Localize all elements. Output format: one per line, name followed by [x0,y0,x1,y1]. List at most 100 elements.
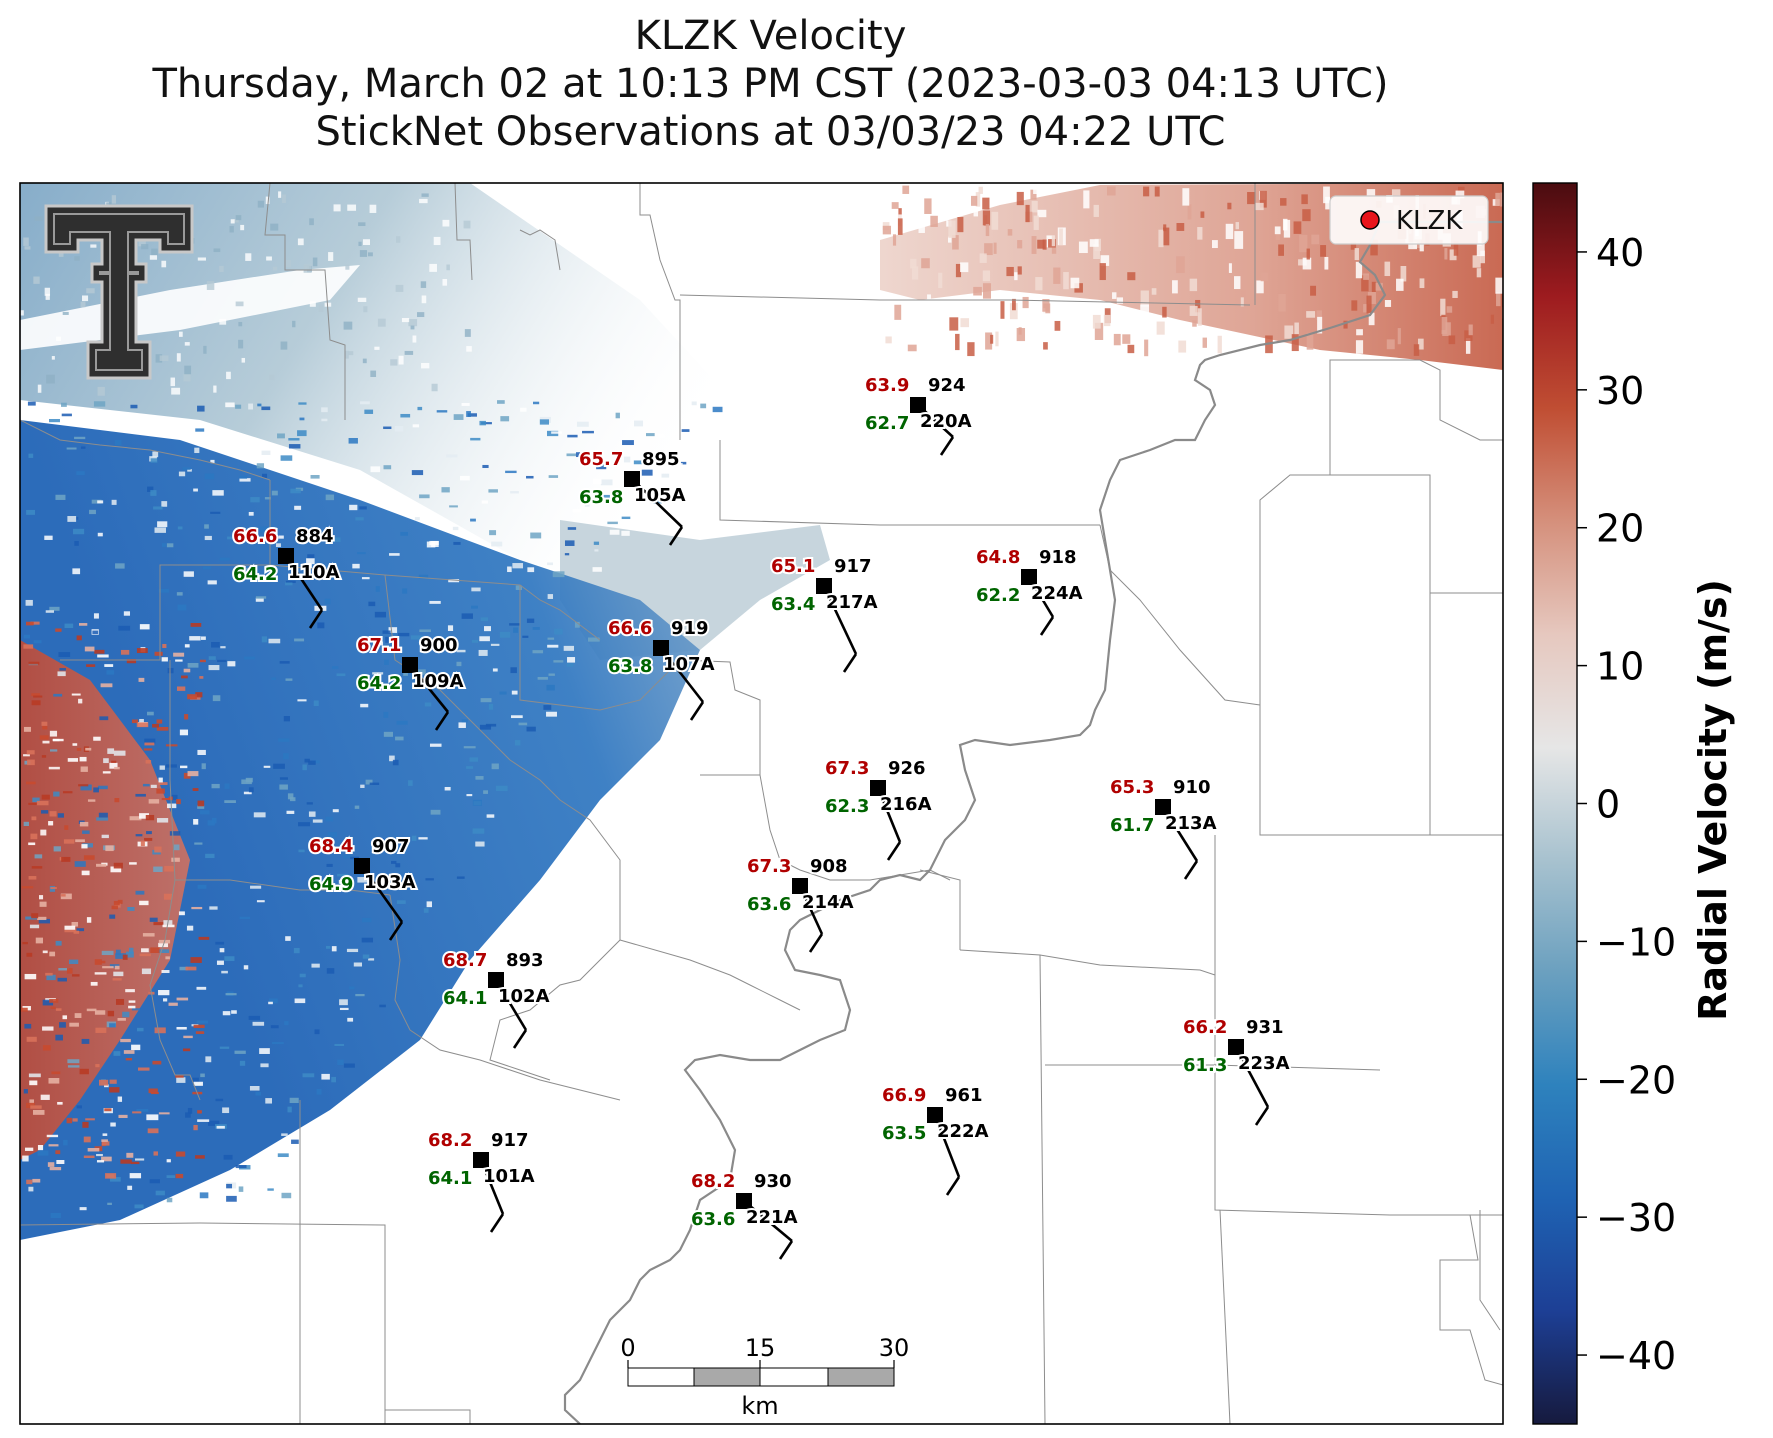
station-101A[interactable]: 68.2 917 64.1 101A [426,1128,537,1233]
station-pressure: 884 [296,526,334,547]
station-pressure: 908 [810,856,848,877]
station-marker [910,397,926,413]
station-id: 105A [634,485,686,506]
station-dewpoint: 62.3 [825,796,869,817]
colorbar-tick-label: 10 [1596,645,1644,689]
station-109A[interactable]: 67.1 900 64.2 109A [355,633,466,731]
wind-barb [631,478,683,528]
station-107A[interactable]: 66.6 919 63.8 107A [606,616,717,721]
wind-barb-flag [512,1029,528,1049]
title-datetime: Thursday, March 02 at 10:13 PM CST (2023… [152,61,1389,107]
station-224A[interactable]: 64.8 918 62.2 224A [974,545,1085,636]
river-boundary [563,220,1503,1424]
map-frame [19,182,1504,1425]
station-id: 102A [498,986,550,1007]
wind-barb-flag [808,933,824,953]
station-temperature: 67.3 [747,856,791,877]
wind-barb [659,647,705,703]
station-dewpoint: 64.9 [309,874,353,895]
scale-unit: km [741,1392,778,1420]
station-105A[interactable]: 65.7 895 63.8 105A [577,447,688,546]
station-103A[interactable]: 68.4 907 64.9 103A [307,834,418,941]
station-marker [1228,1039,1244,1055]
station-dewpoint: 64.2 [233,564,277,585]
title-observations: StickNet Observations at 03/03/23 04:22 … [315,109,1226,155]
wind-barb [479,1159,505,1215]
echo-inbound-region [20,420,700,1240]
station-marker [1155,799,1171,815]
station-temperature: 68.2 [428,1130,472,1151]
colorbar-tick-label: −30 [1596,1196,1676,1240]
station-pressure: 910 [1173,777,1211,798]
wind-barb-flag [434,711,450,731]
station-id: 220A [920,411,972,432]
station-temperature: 65.7 [579,449,623,470]
station-temperature: 64.8 [976,547,1020,568]
station-id: 224A [1031,583,1083,604]
station-102A[interactable]: 68.7 893 64.1 102A [441,948,552,1049]
station-temperature: 66.6 [608,618,652,639]
station-110A[interactable]: 66.6 884 64.2 110A [231,524,342,629]
colorbar-tick-label: −20 [1596,1058,1676,1102]
station-dewpoint: 63.8 [579,487,623,508]
wind-barb-flag [778,1240,794,1260]
station-marker [736,1193,752,1209]
station-pressure: 900 [420,635,458,656]
station-temperature: 66.9 [882,1085,926,1106]
county-boundaries [20,183,1503,1424]
station-temperature: 63.9 [865,375,909,396]
legend-label: KLZK [1396,206,1463,236]
station-223A[interactable]: 66.2 931 61.3 223A [1181,1015,1292,1126]
station-dewpoint: 63.6 [691,1209,735,1230]
wind-barb-flag [945,1176,961,1196]
wind-barb [822,585,858,655]
station-id: 222A [937,1121,989,1142]
station-220A[interactable]: 63.9 924 62.7 220A [863,373,974,456]
station-marker [792,878,808,894]
wind-barb [284,555,324,611]
station-marker [488,972,504,988]
station-dewpoint: 64.1 [428,1168,472,1189]
colorbar-tick-label: 40 [1596,231,1644,275]
station-dewpoint: 63.5 [882,1123,926,1144]
colorbar-tick-label: 30 [1596,369,1644,413]
station-214A[interactable]: 67.3 908 63.6 214A [745,854,856,953]
wind-barb-flag [489,1213,505,1233]
colorbar-tick-label: −10 [1596,920,1676,964]
station-dewpoint: 63.4 [771,594,815,615]
wind-barb-flag [939,436,955,456]
radar-velocity-layer [20,183,1503,1240]
station-marker [402,657,418,673]
station-id: 109A [412,671,464,692]
wind-barb [1161,806,1199,862]
scale-tick-0: 0 [620,1334,635,1362]
echo-outbound-left [20,640,190,1160]
station-dewpoint: 61.7 [1110,815,1154,836]
station-pressure: 917 [834,556,872,577]
station-marker [473,1152,489,1168]
colorbar-ticks: 40 30 20 10 0 −10 −20 −30 −40 [1577,231,1676,1378]
station-id: 107A [663,654,715,675]
station-222A[interactable]: 66.9 961 63.5 222A [880,1083,991,1196]
station-id: 103A [364,872,416,893]
station-dewpoint: 62.7 [865,413,909,434]
station-id: 101A [483,1166,535,1187]
station-pressure: 930 [754,1171,792,1192]
stations-layer: 63.9 924 62.7 220A 65.7 895 63.8 105A 66.6 884 64.… [231,373,1292,1260]
colorbar: 40 30 20 10 0 −10 −20 −30 −40 Radial Velocity (m… [1532,182,1735,1425]
station-marker [354,858,370,874]
station-217A[interactable]: 65.1 917 63.4 217A [769,554,880,673]
station-216A[interactable]: 67.3 926 62.3 216A [823,756,934,861]
station-temperature: 68.4 [309,836,353,857]
station-dewpoint: 62.2 [976,585,1020,606]
station-213A[interactable]: 65.3 910 61.7 213A [1108,775,1219,880]
figure-title: KLZK Velocity Thursday, March 02 at 10:1… [18,12,1523,156]
colorbar-tick-label: −40 [1596,1334,1676,1378]
wind-barb [876,787,902,843]
colorbar-gradient [1532,182,1578,1425]
station-marker [870,780,886,796]
station-pressure: 893 [506,950,544,971]
station-temperature: 67.1 [357,635,401,656]
station-221A[interactable]: 68.2 930 63.6 221A [689,1169,800,1260]
